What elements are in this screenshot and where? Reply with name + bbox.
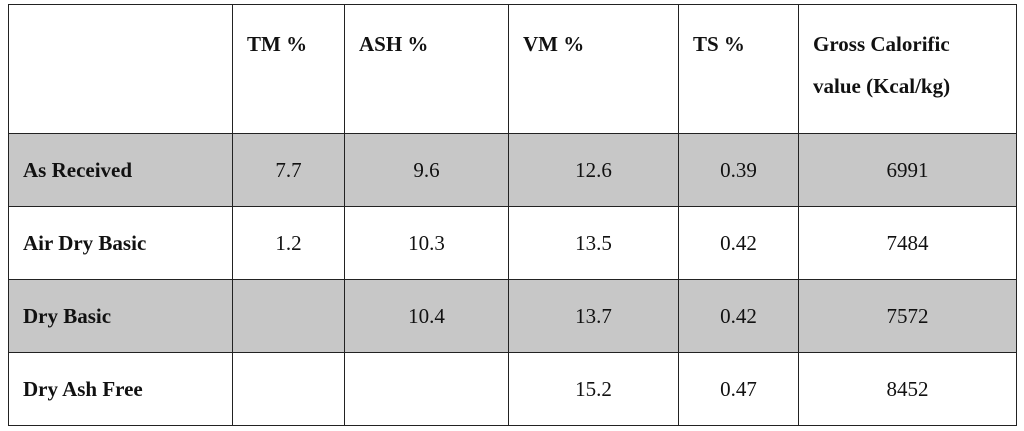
- column-header: Gross Calorific value (Kcal/kg): [798, 4, 1017, 134]
- row-label: Dry Ash Free: [8, 352, 233, 426]
- value-cell: 0.39: [678, 133, 799, 207]
- column-header-text: TM %: [247, 32, 308, 56]
- row-label: Air Dry Basic: [8, 206, 233, 280]
- corner-cell: [8, 4, 233, 134]
- table-row: As Received 7.7 9.6 12.6 0.39 6991: [8, 133, 1017, 207]
- value-cell: 9.6: [344, 133, 509, 207]
- table-row: Dry Basic 10.4 13.7 0.42 7572: [8, 279, 1017, 353]
- value-cell: 13.7: [508, 279, 679, 353]
- column-header: TM %: [232, 4, 345, 134]
- table-row: Dry Ash Free 15.2 0.47 8452: [8, 352, 1017, 426]
- column-header: TS %: [678, 4, 799, 134]
- value-cell: 0.47: [678, 352, 799, 426]
- header-row: TM % ASH % VM % TS % Gross Calorific value (…: [8, 4, 1017, 134]
- table-row: Air Dry Basic 1.2 10.3 13.5 0.42 7484: [8, 206, 1017, 280]
- value-cell: 15.2: [508, 352, 679, 426]
- table-body: As Received 7.7 9.6 12.6 0.39 6991 Air Dry Bas…: [8, 133, 1017, 426]
- value-cell: 6991: [798, 133, 1017, 207]
- coal-analysis-table: TM % ASH % VM % TS % Gross Calorific value (…: [8, 4, 1017, 426]
- empty-cell: [344, 352, 509, 426]
- value-cell: 13.5: [508, 206, 679, 280]
- value-cell: 7484: [798, 206, 1017, 280]
- value-cell: 0.42: [678, 279, 799, 353]
- value-cell: 7.7: [232, 133, 345, 207]
- value-cell: 0.42: [678, 206, 799, 280]
- column-header-text: TS %: [693, 32, 745, 56]
- column-header: ASH %: [344, 4, 509, 134]
- value-cell: 8452: [798, 352, 1017, 426]
- column-header: VM %: [508, 4, 679, 134]
- row-label: Dry Basic: [8, 279, 233, 353]
- column-header-text: Gross Calorific value (Kcal/kg): [813, 32, 951, 98]
- column-header-text: VM %: [523, 32, 585, 56]
- value-cell: 1.2: [232, 206, 345, 280]
- empty-cell: [232, 352, 345, 426]
- row-label: As Received: [8, 133, 233, 207]
- value-cell: 10.3: [344, 206, 509, 280]
- column-header-text: ASH %: [359, 32, 429, 56]
- value-cell: 7572: [798, 279, 1017, 353]
- empty-cell: [232, 279, 345, 353]
- value-cell: 10.4: [344, 279, 509, 353]
- value-cell: 12.6: [508, 133, 679, 207]
